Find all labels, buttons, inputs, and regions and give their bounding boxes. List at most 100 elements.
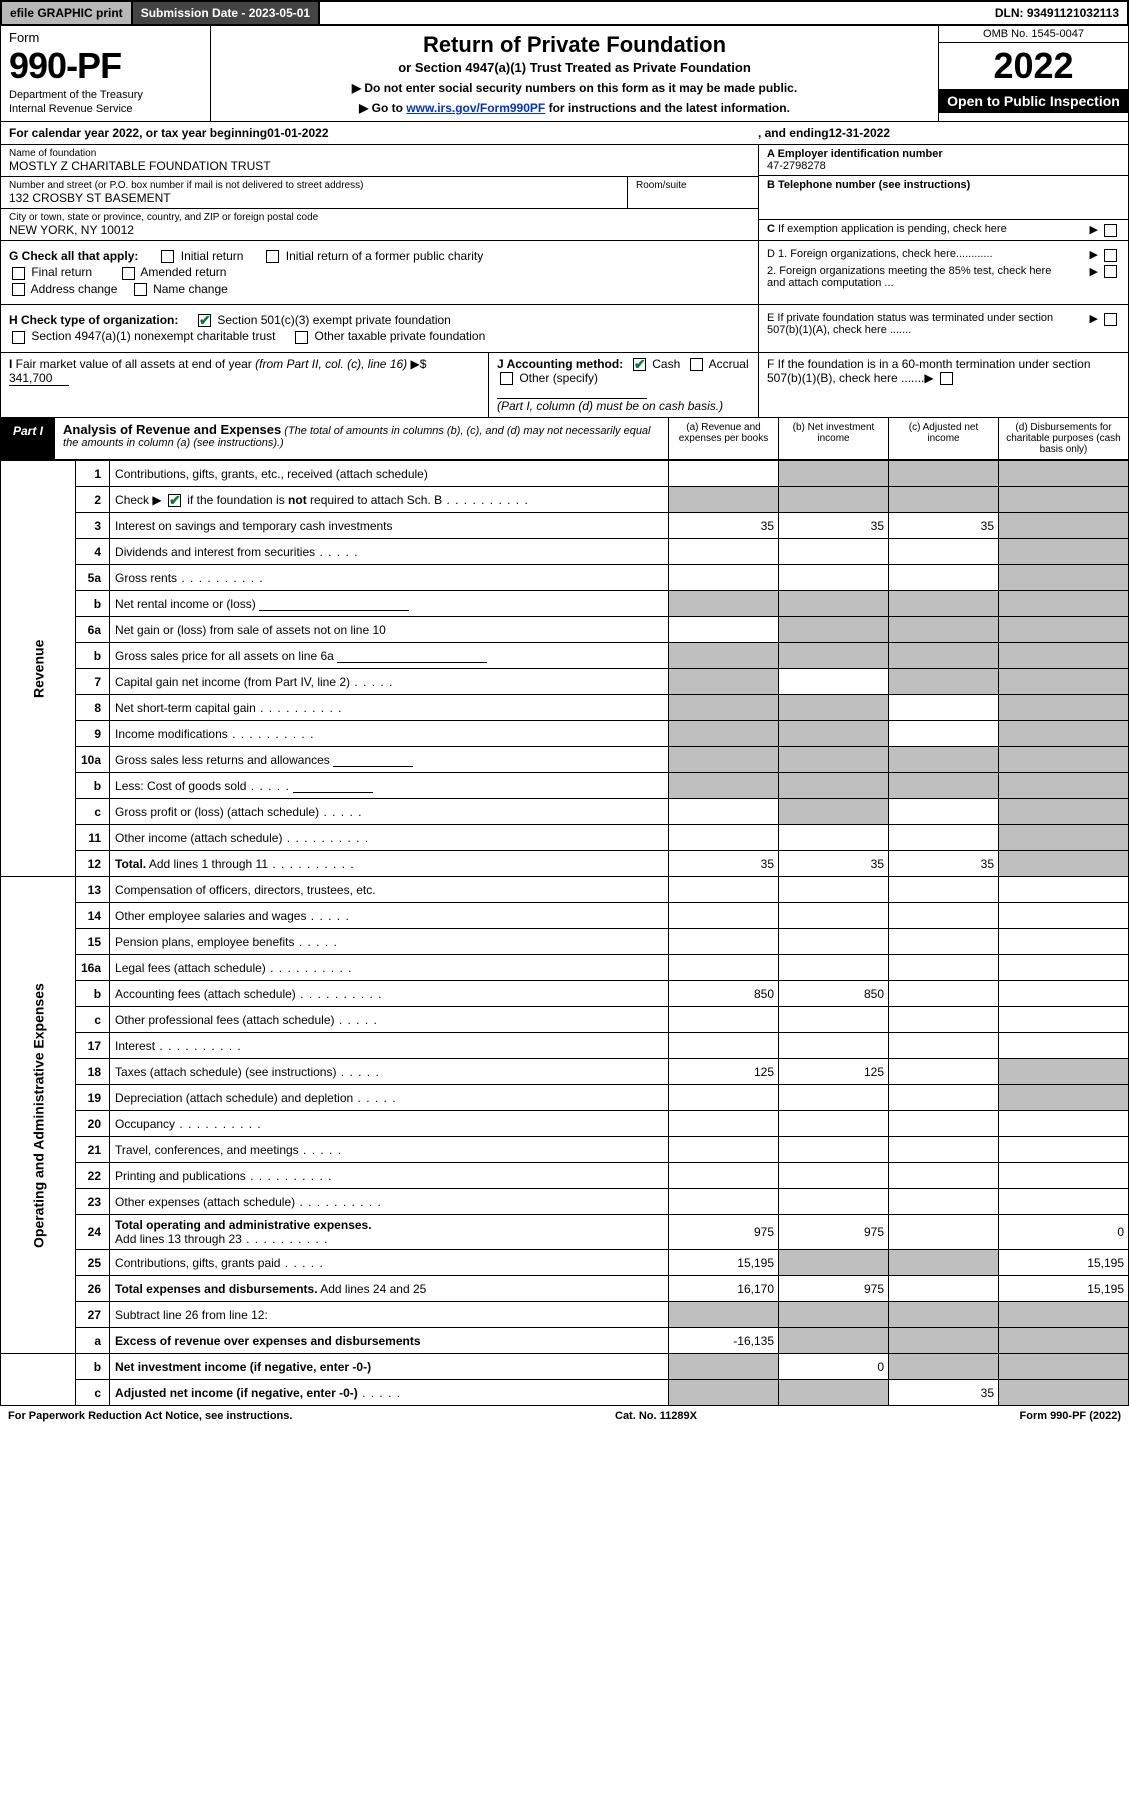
section-ijf: I Fair market value of all assets at end… [0, 353, 1129, 419]
efile-btn[interactable]: efile GRAPHIC print [2, 2, 133, 24]
r2a: Check ▶ [115, 493, 162, 507]
table-row: 8Net short-term capital gain [1, 695, 1129, 721]
r3c: 35 [889, 513, 999, 539]
chk-namechange[interactable] [134, 283, 147, 296]
r6a: Net gain or (loss) from sale of assets n… [110, 617, 669, 643]
topbar-spacer [320, 2, 987, 24]
table-row: 15Pension plans, employee benefits [1, 929, 1129, 955]
part1-desc: Analysis of Revenue and Expenses (The to… [55, 418, 668, 459]
open-inspection: Open to Public Inspection [939, 89, 1128, 113]
r26: Total expenses and disbursements. [115, 1282, 318, 1296]
ein: 47-2798278 [767, 160, 826, 172]
table-row: bNet rental income or (loss) [1, 591, 1129, 617]
irs-link[interactable]: www.irs.gov/Form990PF [406, 101, 545, 115]
name-lbl: Name of foundation [9, 148, 750, 159]
col-a: (a) Revenue and expenses per books [668, 418, 778, 459]
chk-initial[interactable] [161, 250, 174, 263]
r16a: Legal fees (attach schedule) [115, 961, 266, 975]
table-row: 22Printing and publications [1, 1163, 1129, 1189]
i-lbl: I Fair market value of all assets at end… [9, 357, 407, 371]
chk-schb[interactable] [168, 494, 181, 507]
r27bb: 0 [779, 1354, 889, 1380]
table-row: Operating and Administrative Expenses 13… [1, 877, 1129, 903]
h-501: Section 501(c)(3) exempt private foundat… [217, 313, 450, 327]
footer-left: For Paperwork Reduction Act Notice, see … [8, 1410, 292, 1422]
r23: Other expenses (attach schedule) [115, 1195, 295, 1209]
r19: Depreciation (attach schedule) and deple… [115, 1091, 353, 1105]
chk-cash[interactable] [633, 358, 646, 371]
g-amended: Amended return [140, 265, 226, 279]
chk-addr[interactable] [12, 283, 25, 296]
city-val: NEW YORK, NY 10012 [9, 223, 750, 237]
r6b: Gross sales price for all assets on line… [115, 649, 334, 663]
cal-end: 12-31-2022 [829, 126, 890, 140]
table-row: cAdjusted net income (if negative, enter… [1, 1380, 1129, 1406]
chk-e[interactable] [1104, 313, 1117, 326]
r27aa: -16,135 [669, 1328, 779, 1354]
room-lbl: Room/suite [636, 180, 750, 191]
chk-4947[interactable] [12, 331, 25, 344]
chk-accrual[interactable] [690, 358, 703, 371]
r12b: 35 [779, 851, 889, 877]
r5a: Gross rents [115, 571, 177, 585]
r17: Interest [115, 1039, 155, 1053]
table-row: Revenue 1Contributions, gifts, grants, e… [1, 461, 1129, 487]
chk-f[interactable] [940, 372, 953, 385]
calendar-year: For calendar year 2022, or tax year begi… [0, 122, 1129, 145]
dln: DLN: 93491121032113 [987, 2, 1127, 24]
chk-d2[interactable] [1104, 265, 1117, 278]
r12c: 35 [889, 851, 999, 877]
street: 132 CROSBY ST BASEMENT [9, 191, 619, 205]
e-lbl: E If private foundation status was termi… [767, 312, 1067, 336]
table-row: 26Total expenses and disbursements. Add … [1, 1276, 1129, 1302]
footer-right: Form 990-PF (2022) [1020, 1410, 1122, 1422]
addr-lbl: Number and street (or P.O. box number if… [9, 180, 619, 191]
info-left: Name of foundation MOSTLY Z CHARITABLE F… [1, 145, 758, 240]
form-label: Form [9, 30, 202, 45]
chk-amended[interactable] [122, 267, 135, 280]
r27a: Excess of revenue over expenses and disb… [115, 1334, 420, 1348]
g-initial: Initial return [181, 249, 244, 263]
form-subtitle: or Section 4947(a)(1) Trust Treated as P… [217, 60, 932, 75]
g-left: G Check all that apply: Initial return I… [1, 241, 758, 304]
chk-other-acct[interactable] [500, 372, 513, 385]
r7: Capital gain net income (from Part IV, l… [115, 675, 350, 689]
cal-begin: 01-01-2022 [267, 126, 328, 140]
g-name: Name change [153, 282, 228, 296]
cal-pre: For calendar year 2022, or tax year begi… [9, 126, 267, 140]
table-row: 19Depreciation (attach schedule) and dep… [1, 1085, 1129, 1111]
footer-mid: Cat. No. 11289X [615, 1410, 697, 1422]
g-initial-former: Initial return of a former public charit… [286, 249, 483, 263]
chk-initial-former[interactable] [266, 250, 279, 263]
footer: For Paperwork Reduction Act Notice, see … [0, 1406, 1129, 1426]
r13: Compensation of officers, directors, tru… [110, 877, 669, 903]
r12a: 35 [669, 851, 779, 877]
c-checkbox[interactable] [1104, 224, 1117, 237]
table-row: 24Total operating and administrative exp… [1, 1215, 1129, 1250]
r26a: 16,170 [669, 1276, 779, 1302]
form-title: Return of Private Foundation [217, 32, 932, 58]
table-row: 17Interest [1, 1033, 1129, 1059]
r25a: 15,195 [669, 1250, 779, 1276]
table-row: bAccounting fees (attach schedule)850850 [1, 981, 1129, 1007]
r24b: 975 [779, 1215, 889, 1250]
col-d: (d) Disbursements for charitable purpose… [998, 418, 1128, 459]
a-lbl: A Employer identification number [767, 148, 943, 160]
h-other: Other taxable private foundation [315, 329, 486, 343]
table-row: 27Subtract line 26 from line 12: [1, 1302, 1129, 1328]
r20: Occupancy [115, 1117, 175, 1131]
chk-501c3[interactable] [198, 314, 211, 327]
r24d: 0 [999, 1215, 1129, 1250]
chk-final[interactable] [12, 267, 25, 280]
r12: Total. [115, 857, 146, 871]
chk-other-tax[interactable] [295, 331, 308, 344]
chk-d1[interactable] [1104, 249, 1117, 262]
g-final: Final return [31, 265, 92, 279]
side-revenue: Revenue [1, 461, 76, 877]
goto-pre: ▶ Go to [359, 101, 406, 115]
table-row: aExcess of revenue over expenses and dis… [1, 1328, 1129, 1354]
form-note-2: ▶ Go to www.irs.gov/Form990PF for instru… [217, 101, 932, 115]
table-row: bNet investment income (if negative, ent… [1, 1354, 1129, 1380]
r25: Contributions, gifts, grants paid [115, 1256, 280, 1270]
table-row: 14Other employee salaries and wages [1, 903, 1129, 929]
